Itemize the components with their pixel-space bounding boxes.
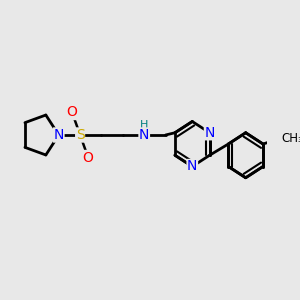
Text: O: O xyxy=(67,106,77,119)
Text: N: N xyxy=(204,126,215,140)
Text: CH₃: CH₃ xyxy=(281,131,300,145)
Text: O: O xyxy=(83,151,94,164)
Text: N: N xyxy=(187,160,197,173)
Text: N: N xyxy=(139,128,149,142)
Text: H: H xyxy=(140,119,148,130)
Text: N: N xyxy=(54,128,64,142)
Text: S: S xyxy=(76,128,85,142)
